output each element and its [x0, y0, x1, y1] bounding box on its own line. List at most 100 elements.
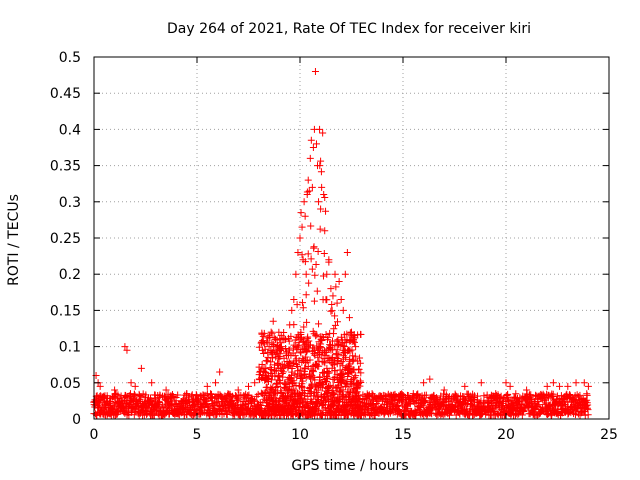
data-point: [279, 368, 287, 376]
data-point: [506, 382, 514, 390]
data-point: [290, 385, 298, 393]
data-point: [318, 183, 326, 191]
data-point: [303, 191, 311, 199]
data-point: [129, 395, 137, 403]
data-point: [267, 384, 275, 392]
data-point: [308, 381, 316, 389]
data-point: [308, 380, 316, 388]
data-point: [574, 410, 582, 418]
data-point: [296, 234, 304, 242]
data-point: [368, 390, 376, 398]
data-point: [291, 370, 299, 378]
data-point: [292, 270, 300, 278]
data-point: [516, 401, 524, 409]
data-point: [420, 379, 428, 387]
data-point: [348, 397, 355, 405]
data-point: [510, 393, 518, 401]
data-point: [282, 393, 290, 401]
data-point: [346, 402, 354, 410]
data-point: [216, 368, 224, 376]
data-point: [267, 365, 275, 373]
data-point: [320, 369, 328, 377]
data-point: [223, 410, 231, 418]
data-point: [533, 402, 541, 410]
data-point: [581, 411, 589, 419]
data-point: [339, 306, 347, 314]
data-point: [298, 372, 306, 380]
data-point: [302, 270, 310, 278]
y-tick-label: 0.25: [50, 231, 81, 247]
data-point: [267, 328, 275, 336]
data-point: [317, 205, 325, 213]
y-tick-label: 0.5: [59, 50, 81, 66]
data-point: [307, 375, 315, 383]
data-point: [312, 140, 320, 148]
data-point: [357, 378, 365, 386]
data-point: [111, 386, 119, 394]
data-point: [440, 386, 448, 394]
data-point: [307, 136, 315, 144]
data-point: [314, 386, 322, 394]
data-point: [341, 270, 349, 278]
data-point: [314, 162, 322, 170]
data-point: [259, 372, 267, 380]
data-point: [421, 398, 429, 406]
data-point: [299, 304, 307, 312]
data-point: [294, 362, 302, 370]
data-point: [294, 407, 302, 415]
data-point: [320, 250, 328, 258]
data-point: [345, 314, 353, 322]
data-point: [282, 402, 290, 410]
data-point: [300, 323, 308, 331]
data-point: [192, 405, 200, 413]
data-point: [317, 157, 325, 165]
data-point: [268, 349, 276, 357]
y-tick-label: 0.3: [59, 195, 81, 211]
data-point: [292, 343, 300, 351]
data-point: [337, 296, 345, 304]
data-point: [305, 279, 313, 287]
data-point: [338, 390, 346, 398]
data-point: [312, 332, 320, 340]
data-point: [580, 379, 588, 387]
data-point: [549, 379, 557, 387]
data-point: [282, 352, 290, 360]
data-point: [263, 357, 271, 365]
data-point: [110, 393, 118, 401]
data-point: [245, 382, 252, 390]
data-point: [222, 396, 230, 404]
grid-lines: [94, 57, 609, 419]
axes: 0 5 10 15 20 25 0 0.05 0.1 0.15 0.2 0.25 0.3 0.35 0.4 0…: [50, 50, 618, 443]
data-point: [352, 343, 360, 351]
data-point: [291, 352, 299, 360]
data-point: [280, 380, 288, 388]
data-point: [265, 343, 273, 351]
data-point: [308, 265, 316, 273]
data-point: [327, 355, 335, 363]
data-point: [279, 365, 287, 373]
x-tick-label: 0: [90, 427, 99, 443]
data-point: [162, 386, 170, 394]
data-point: [324, 333, 332, 341]
data-point: [286, 401, 294, 409]
data-point: [289, 391, 297, 399]
data-point: [344, 402, 352, 410]
data-point: [297, 209, 305, 217]
data-point: [346, 396, 354, 404]
data-point: [301, 364, 309, 372]
data-point: [298, 299, 306, 307]
data-point: [285, 337, 293, 345]
data-point: [333, 318, 341, 326]
data-point: [340, 343, 348, 351]
y-tick-label: 0.05: [50, 376, 81, 392]
data-point: [321, 394, 329, 402]
data-point: [330, 390, 338, 398]
data-point: [292, 361, 300, 369]
data-point: [316, 125, 324, 133]
data-point: [298, 251, 306, 259]
data-point: [302, 291, 310, 299]
data-point: [277, 387, 285, 395]
data-point: [351, 393, 359, 401]
data-point: [317, 168, 325, 176]
data-point: [523, 386, 531, 394]
